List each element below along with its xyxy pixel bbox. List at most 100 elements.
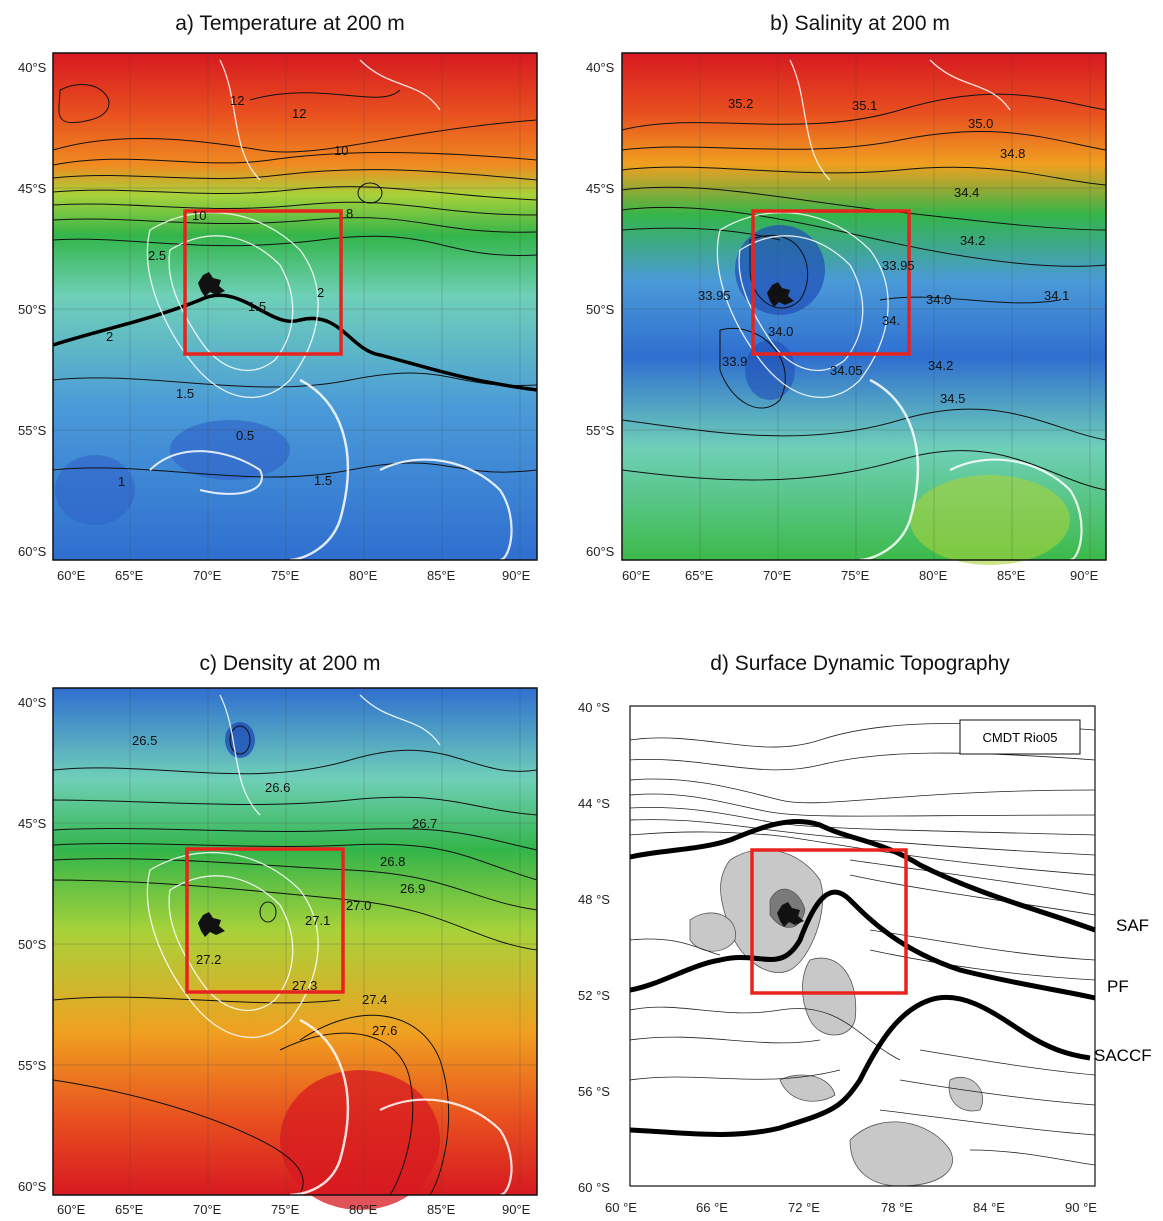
- contour: [58, 84, 110, 124]
- bathy-contour: [219, 59, 261, 181]
- contour: [249, 89, 401, 101]
- contour-label: 0.5: [236, 428, 254, 443]
- panel-a-frame: [52, 52, 538, 561]
- panel-a-grid: [53, 53, 537, 560]
- contour-label: 26.7: [412, 816, 437, 831]
- x-tick: 60 °E: [605, 1200, 637, 1215]
- panel-c-map: 26.5 26.6 26.7 26.8 26.9 27.0 27.1 27.2 …: [18, 687, 538, 1217]
- x-tick: 90 °E: [1065, 1200, 1097, 1215]
- contour: [52, 843, 538, 881]
- bathy-contour: [146, 852, 319, 1039]
- bathy-contour: [149, 450, 263, 495]
- legend-box: [959, 719, 1081, 755]
- y-tick: 55°S: [586, 423, 615, 438]
- y-tick: 50°S: [586, 302, 615, 317]
- contour-label: 2: [106, 329, 113, 344]
- contour: [52, 186, 538, 201]
- x-tick: 78 °E: [881, 1200, 913, 1215]
- contour: [357, 182, 383, 204]
- contour: [621, 93, 1107, 131]
- streamline: [629, 819, 1096, 856]
- panel-a-map: 12 12 10 8 10 2.5 1.5 2 2 1.5 0.5 1 1.5 …: [18, 52, 538, 583]
- contour-label: 27.6: [372, 1023, 397, 1038]
- contour-label: 10: [334, 143, 348, 158]
- front-saccf-line: [629, 994, 1091, 1137]
- x-tick: 80°E: [919, 568, 948, 583]
- contour-label: 33.95: [698, 288, 731, 303]
- y-tick: 60 °S: [578, 1180, 610, 1195]
- y-tick: 45°S: [18, 181, 47, 196]
- panel-c-study-box: [185, 847, 345, 994]
- panel-a-cold-blob: [170, 420, 290, 480]
- shaded-area: [779, 1074, 836, 1102]
- y-tick: 56 °S: [578, 1084, 610, 1099]
- contour-label: 34.0: [768, 324, 793, 339]
- panel-d-shallow-areas: [689, 849, 983, 1187]
- contour: [621, 166, 1107, 186]
- bathy-contour: [789, 59, 831, 181]
- y-tick: 55°S: [18, 423, 47, 438]
- streamline: [919, 1049, 1096, 1076]
- panel-a-bathymetry: [146, 59, 513, 562]
- bathy-contour: [289, 1018, 350, 1197]
- contour: [52, 201, 538, 216]
- contour: [52, 1079, 304, 1196]
- contour-label: 26.9: [400, 881, 425, 896]
- bathy-contour: [929, 59, 1011, 111]
- front-label-pf: PF: [1107, 977, 1129, 996]
- contour-label: 27.0: [346, 898, 371, 913]
- contour: [52, 749, 538, 775]
- contour: [52, 169, 538, 181]
- x-tick: 80°E: [349, 568, 378, 583]
- streamline: [869, 929, 1096, 961]
- y-tick: 40°S: [586, 60, 615, 75]
- streamline: [869, 949, 1096, 981]
- contour-label: 2: [317, 285, 324, 300]
- contour-label: 12: [292, 106, 306, 121]
- legend-box-label: CMDT Rio05: [983, 730, 1058, 745]
- contour-label: 26.6: [265, 780, 290, 795]
- panel-d-kerguelen-island: [777, 902, 804, 927]
- contour: [621, 408, 1107, 441]
- streamline: [849, 874, 1096, 916]
- x-tick: 75°E: [271, 568, 300, 583]
- contour-label: 26.5: [132, 733, 157, 748]
- panel-a-title: a) Temperature at 200 m: [175, 12, 405, 35]
- y-tick: 45°S: [586, 181, 615, 196]
- contour: [52, 152, 538, 166]
- panel-d-title: d) Surface Dynamic Topography: [710, 652, 1010, 675]
- contour-label: 27.1: [305, 913, 330, 928]
- streamline: [629, 807, 1096, 836]
- panel-a-cold-blob-2: [55, 455, 135, 525]
- bathy-contour: [859, 378, 920, 562]
- y-tick: 60°S: [586, 544, 615, 559]
- shaded-area: [849, 1121, 953, 1187]
- streamline: [629, 1069, 841, 1081]
- x-tick: 65°E: [685, 568, 714, 583]
- streamline: [629, 793, 1096, 817]
- x-tick: 90°E: [502, 1202, 531, 1217]
- y-tick: 50°S: [18, 937, 47, 952]
- contour: [621, 206, 1107, 267]
- contour: [621, 450, 1107, 491]
- panel-c-dense-core: [280, 1070, 440, 1210]
- contour: [621, 227, 781, 241]
- contour-label: 27.2: [196, 952, 221, 967]
- y-tick: 52 °S: [578, 988, 610, 1003]
- panel-c-grid: [53, 688, 537, 1195]
- panel-c-frame: [52, 687, 538, 1196]
- y-tick: 44 °S: [578, 796, 610, 811]
- contour-label: 1: [118, 474, 125, 489]
- contour: [52, 235, 538, 256]
- y-tick: 48 °S: [578, 892, 610, 907]
- bathy-contour: [949, 458, 1083, 562]
- front-label-saccf: SACCF: [1094, 1046, 1152, 1065]
- x-tick: 90°E: [1070, 568, 1099, 583]
- x-tick: 65°E: [115, 1202, 144, 1217]
- panel-b-yellow-patch: [910, 475, 1070, 565]
- contour: [52, 796, 538, 816]
- bathy-contour: [146, 212, 319, 399]
- front-saf-line: [629, 819, 1096, 933]
- y-tick: 60°S: [18, 544, 47, 559]
- panel-b-bathymetry: [716, 59, 1083, 562]
